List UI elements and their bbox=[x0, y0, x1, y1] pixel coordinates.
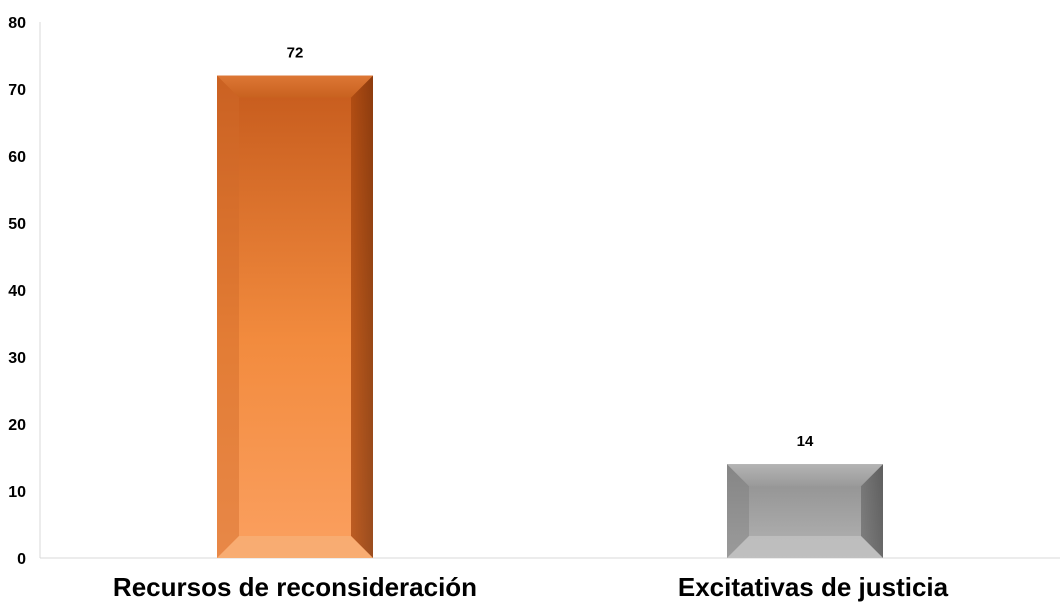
bar-bevel-right bbox=[351, 75, 373, 558]
bar-bevel-bottom bbox=[217, 536, 373, 558]
x-category-label: Excitativas de justicia bbox=[678, 572, 949, 602]
y-tick-label: 30 bbox=[8, 350, 26, 367]
bar-bevel-bottom bbox=[727, 536, 883, 558]
chart-axes bbox=[39, 22, 1060, 559]
y-tick-label: 70 bbox=[8, 82, 26, 99]
bar-bevel-top bbox=[217, 75, 373, 98]
bar-body bbox=[217, 75, 373, 558]
category-labels: Recursos de reconsideración Excitativas d… bbox=[113, 572, 949, 602]
data-label: 72 bbox=[287, 45, 304, 62]
y-tick-label: 20 bbox=[8, 417, 26, 434]
y-tick-label: 60 bbox=[8, 149, 26, 166]
bar-bevel-left bbox=[727, 464, 749, 558]
y-tick-label: 80 bbox=[8, 15, 26, 32]
x-category-label: Recursos de reconsideración bbox=[113, 572, 477, 602]
data-label: 14 bbox=[797, 433, 814, 450]
y-tick-label: 40 bbox=[8, 283, 26, 300]
y-tick-label: 0 bbox=[17, 551, 26, 568]
bar-bevel-left bbox=[217, 75, 239, 558]
y-tick-label: 10 bbox=[8, 484, 26, 501]
bar-bevel-top bbox=[727, 464, 883, 487]
y-axis-ticks: 0 10 20 30 40 50 60 70 80 bbox=[8, 15, 26, 568]
bar-bevel-right bbox=[861, 464, 883, 558]
bar bbox=[217, 75, 373, 558]
bar-series bbox=[217, 75, 883, 558]
bar bbox=[727, 464, 883, 558]
y-tick-label: 50 bbox=[8, 216, 26, 233]
data-labels: 72 14 bbox=[287, 45, 814, 451]
